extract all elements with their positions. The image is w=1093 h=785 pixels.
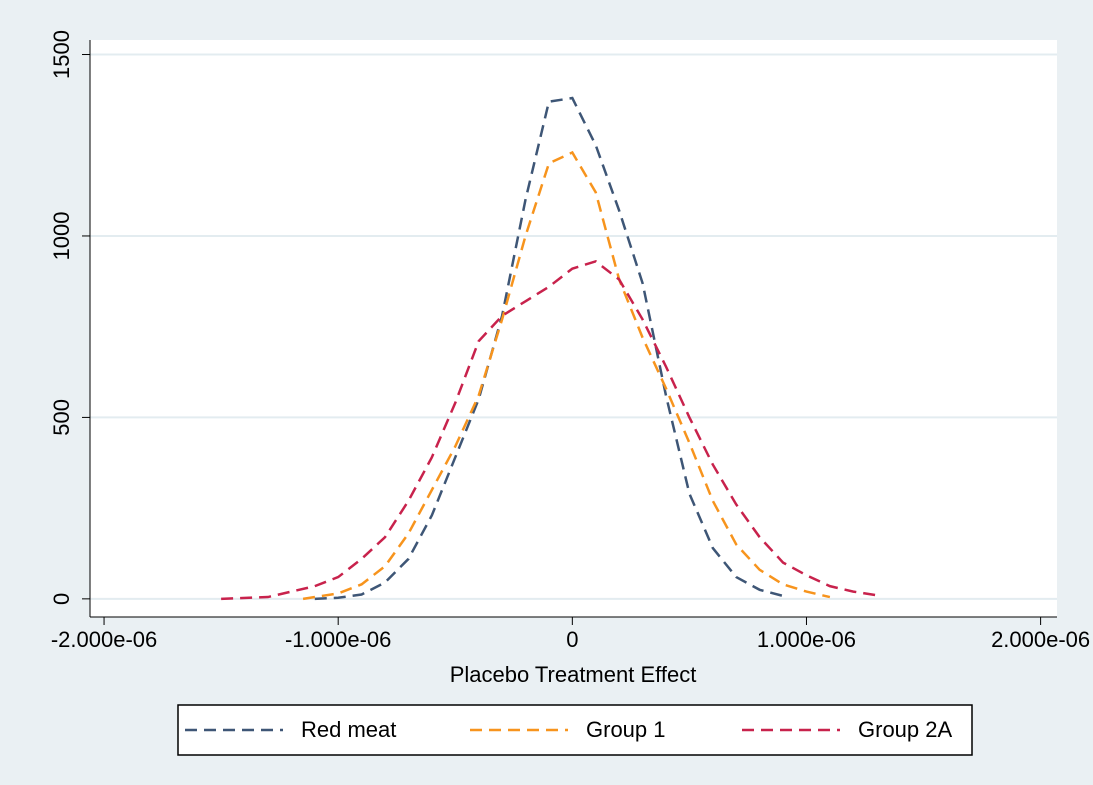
x-tick-label: -2.000e-06 <box>51 627 157 652</box>
y-tick-label: 500 <box>49 399 74 436</box>
x-tick-label: 1.000e-06 <box>757 627 856 652</box>
density-line <box>314 96 784 601</box>
density-line <box>221 259 877 601</box>
y-tick-label: 1500 <box>49 30 74 79</box>
x-axis-label: Placebo Treatment Effect <box>450 662 697 687</box>
legend <box>177 704 973 756</box>
x-tick-label: 2.000e-06 <box>991 627 1090 652</box>
y-tick-label: 0 <box>49 593 74 605</box>
legend-label: Group 2A <box>858 717 952 742</box>
legend-label: Red meat <box>301 717 396 742</box>
plot-area <box>90 40 1057 617</box>
y-tick-label: 1000 <box>49 211 74 260</box>
legend-label: Group 1 <box>586 717 666 742</box>
x-tick-label: -1.000e-06 <box>285 627 391 652</box>
density-line <box>302 150 831 601</box>
x-tick-label: 0 <box>566 627 578 652</box>
